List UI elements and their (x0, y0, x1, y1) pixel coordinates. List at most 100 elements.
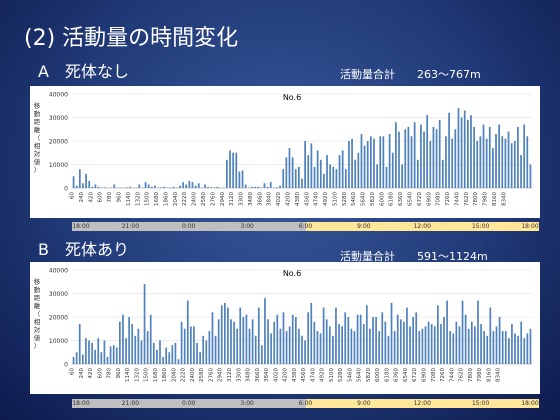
bar (338, 324, 340, 364)
bar (163, 186, 166, 188)
x-tick-label: 4200 (283, 368, 289, 382)
bar (363, 145, 366, 188)
bar (304, 141, 306, 188)
y-tick-label: 0 (64, 362, 68, 369)
x-tick-label: 2220 (182, 192, 188, 206)
bar (196, 342, 198, 364)
bar (517, 335, 519, 364)
x-tick-label: 1500 (145, 192, 151, 206)
x-tick-label: 5100 (332, 192, 338, 206)
x-tick-label: 240 (79, 368, 85, 379)
bar (85, 338, 87, 364)
bar (180, 321, 183, 364)
bar (165, 347, 168, 364)
x-tick-label: 6180 (389, 192, 395, 206)
bar (310, 143, 313, 188)
section-b-title: B 死体あり (38, 240, 129, 259)
x-tick-label: 7080 (436, 192, 442, 206)
x-tick-label: 7800 (468, 368, 474, 382)
x-tick-label: 4020 (276, 192, 282, 206)
x-tick-label: 3300 (239, 192, 245, 206)
y-axis-label-char: （ (34, 134, 41, 142)
bar (97, 338, 100, 364)
bar (112, 345, 115, 364)
bar (529, 164, 532, 188)
x-tick-label: 4560 (301, 368, 307, 382)
bar (416, 159, 419, 188)
x-tick-label: 3120 (227, 368, 233, 382)
bar (457, 108, 460, 188)
x-tick-label: 2580 (201, 192, 207, 206)
bar (144, 182, 147, 188)
bar (199, 352, 201, 364)
x-tick-label: 420 (88, 192, 94, 203)
bar (171, 345, 174, 364)
bar (316, 331, 319, 364)
section-b-summary-label: 活動量合計 (340, 250, 395, 263)
y-axis-label-char: 対 (34, 325, 41, 334)
bar (316, 150, 319, 188)
bar (241, 170, 244, 188)
timebar-label: 9:00 (357, 400, 371, 407)
night-segment (72, 399, 306, 408)
y-axis-label-char: 相 (34, 317, 41, 326)
bar (498, 317, 501, 364)
x-tick-label: 6360 (398, 192, 404, 206)
bar (239, 307, 242, 364)
bar (488, 126, 491, 188)
bar (526, 136, 529, 188)
bar (168, 352, 171, 364)
bar (226, 159, 228, 188)
bar (477, 300, 479, 364)
bar (406, 307, 408, 364)
x-tick-label: 1320 (134, 368, 140, 382)
x-tick-label: 7980 (483, 192, 489, 206)
y-axis-label-char: 離 (34, 301, 41, 310)
x-tick-label: 2400 (190, 368, 196, 382)
bar (273, 321, 276, 364)
timebar-label: 18:00 (72, 400, 90, 407)
bar (480, 324, 482, 364)
bar (395, 122, 397, 188)
bar (82, 183, 84, 188)
x-tick-label: 600 (98, 192, 104, 203)
bar (264, 298, 266, 364)
bar (113, 184, 116, 188)
y-axis-label-char: ） (34, 166, 41, 174)
x-tick-label: 2580 (199, 368, 205, 382)
bar (282, 312, 285, 364)
bar (513, 141, 516, 188)
x-tick-label: 4560 (304, 192, 310, 206)
bar (185, 184, 188, 188)
x-tick-label: 6540 (408, 192, 414, 206)
bar (279, 328, 282, 364)
bar (479, 136, 482, 188)
bar (440, 324, 442, 364)
bar (353, 331, 356, 364)
bar (446, 300, 448, 364)
x-tick-label: 4380 (295, 192, 301, 206)
bar (526, 333, 529, 364)
bar (470, 115, 472, 188)
bar (356, 314, 359, 364)
bar (211, 312, 214, 364)
bar (129, 186, 131, 188)
x-tick-label: 5460 (351, 192, 357, 206)
x-tick-label: 2760 (210, 192, 216, 206)
bar (220, 305, 223, 364)
x-tick-label: 8340 (501, 192, 507, 206)
bar (156, 349, 158, 364)
x-tick-label: 7800 (473, 192, 479, 206)
bar (154, 185, 156, 188)
bar (72, 176, 75, 188)
bar (115, 347, 118, 364)
x-tick-label: 420 (88, 368, 94, 379)
bar (375, 317, 377, 364)
chart-b: No.6 0 10000 20000 30000 40000 移動距離（相対値） 60 240 4… (30, 262, 540, 394)
bar (313, 166, 316, 188)
bar (128, 317, 130, 364)
bar (202, 335, 205, 364)
bar (301, 178, 303, 188)
x-tick-label: 3840 (267, 192, 273, 206)
